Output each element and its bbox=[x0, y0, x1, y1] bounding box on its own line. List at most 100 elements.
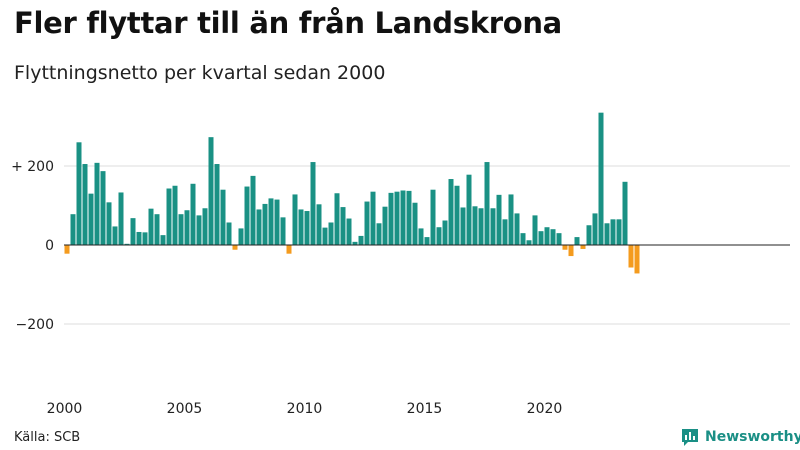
x-tick-label: 2005 bbox=[167, 401, 203, 417]
bar bbox=[124, 243, 130, 245]
y-tick-label: 0 bbox=[45, 238, 54, 254]
bar bbox=[604, 223, 610, 245]
bar bbox=[298, 209, 304, 245]
bars bbox=[64, 112, 640, 274]
bar bbox=[190, 183, 196, 245]
bar bbox=[100, 171, 106, 245]
bar bbox=[592, 213, 598, 245]
bar bbox=[82, 164, 88, 245]
bar bbox=[448, 179, 454, 245]
bar bbox=[508, 194, 514, 245]
chart-title: Fler flyttar till än från Landskrona bbox=[14, 6, 562, 40]
bar bbox=[610, 219, 616, 245]
bar bbox=[250, 175, 256, 246]
bar bbox=[202, 208, 208, 245]
bar bbox=[76, 142, 82, 245]
x-tick-label: 2010 bbox=[287, 401, 323, 417]
bar bbox=[472, 206, 478, 245]
bar bbox=[262, 203, 268, 245]
bar bbox=[574, 237, 580, 245]
bar bbox=[406, 190, 412, 245]
bar bbox=[154, 214, 160, 245]
bar bbox=[364, 201, 370, 245]
x-tick-label: 2015 bbox=[407, 401, 443, 417]
bar bbox=[232, 245, 238, 250]
bar bbox=[226, 222, 232, 245]
bar bbox=[466, 174, 472, 245]
bar bbox=[598, 112, 604, 245]
bar bbox=[370, 191, 376, 245]
bar bbox=[304, 211, 310, 245]
bar bbox=[460, 207, 466, 245]
bar bbox=[454, 185, 460, 245]
bar bbox=[562, 245, 568, 250]
bar bbox=[622, 181, 628, 245]
brand-name: Newsworthy bbox=[705, 429, 800, 445]
bar bbox=[556, 233, 562, 245]
bar bbox=[70, 214, 76, 245]
bar bbox=[628, 245, 634, 268]
bar bbox=[496, 194, 502, 245]
bar bbox=[586, 225, 592, 245]
bar bbox=[208, 137, 214, 245]
bar bbox=[196, 215, 202, 246]
source-note: Källa: SCB bbox=[14, 430, 81, 445]
bar bbox=[142, 232, 148, 245]
grid-lines bbox=[64, 165, 790, 325]
bar bbox=[538, 231, 544, 245]
bar bbox=[634, 245, 640, 274]
bar bbox=[160, 235, 166, 246]
bar bbox=[310, 162, 316, 245]
bar bbox=[148, 208, 154, 245]
bar bbox=[280, 217, 286, 245]
bar bbox=[376, 223, 382, 245]
bar bbox=[520, 233, 526, 245]
bar bbox=[436, 227, 442, 245]
bar bbox=[214, 164, 220, 245]
bar bbox=[616, 219, 622, 245]
bar bbox=[544, 227, 550, 245]
bar bbox=[286, 245, 292, 254]
bar bbox=[532, 215, 538, 246]
chart-subtitle: Flyttningsnetto per kvartal sedan 2000 bbox=[14, 62, 386, 84]
bar bbox=[502, 219, 508, 245]
bar bbox=[418, 228, 424, 245]
bar bbox=[526, 240, 532, 245]
bar bbox=[238, 228, 244, 245]
bar bbox=[118, 192, 124, 245]
bar bbox=[166, 188, 172, 245]
bar bbox=[352, 241, 358, 245]
y-axis-ticks: + 200 0 −200 bbox=[11, 159, 54, 333]
bar bbox=[442, 220, 448, 245]
bar bbox=[274, 199, 280, 245]
bar bbox=[490, 208, 496, 245]
bar bbox=[322, 227, 328, 245]
bar bbox=[394, 191, 400, 245]
bar bbox=[484, 162, 490, 245]
bar bbox=[514, 213, 520, 245]
newsworthy-logo: Newsworthy bbox=[680, 426, 800, 448]
bar bbox=[328, 222, 334, 245]
bar bbox=[292, 194, 298, 245]
bar bbox=[580, 245, 586, 249]
bar bbox=[334, 193, 340, 245]
bar bbox=[430, 189, 436, 245]
bar bbox=[256, 209, 262, 245]
bar bbox=[478, 208, 484, 245]
bar bbox=[268, 198, 274, 245]
bar bbox=[184, 210, 190, 245]
bar bbox=[388, 192, 394, 245]
bar bbox=[112, 226, 118, 245]
bar bbox=[244, 186, 250, 245]
bar bbox=[220, 189, 226, 245]
bar bbox=[550, 229, 556, 245]
bar bbox=[346, 218, 352, 245]
bar bbox=[136, 231, 142, 245]
bar bbox=[130, 218, 136, 245]
bar bbox=[358, 235, 364, 245]
bar bbox=[382, 206, 388, 245]
bar bbox=[340, 207, 346, 245]
bar bbox=[400, 190, 406, 245]
bar bbox=[94, 162, 100, 245]
newsworthy-chart-icon bbox=[682, 429, 698, 446]
